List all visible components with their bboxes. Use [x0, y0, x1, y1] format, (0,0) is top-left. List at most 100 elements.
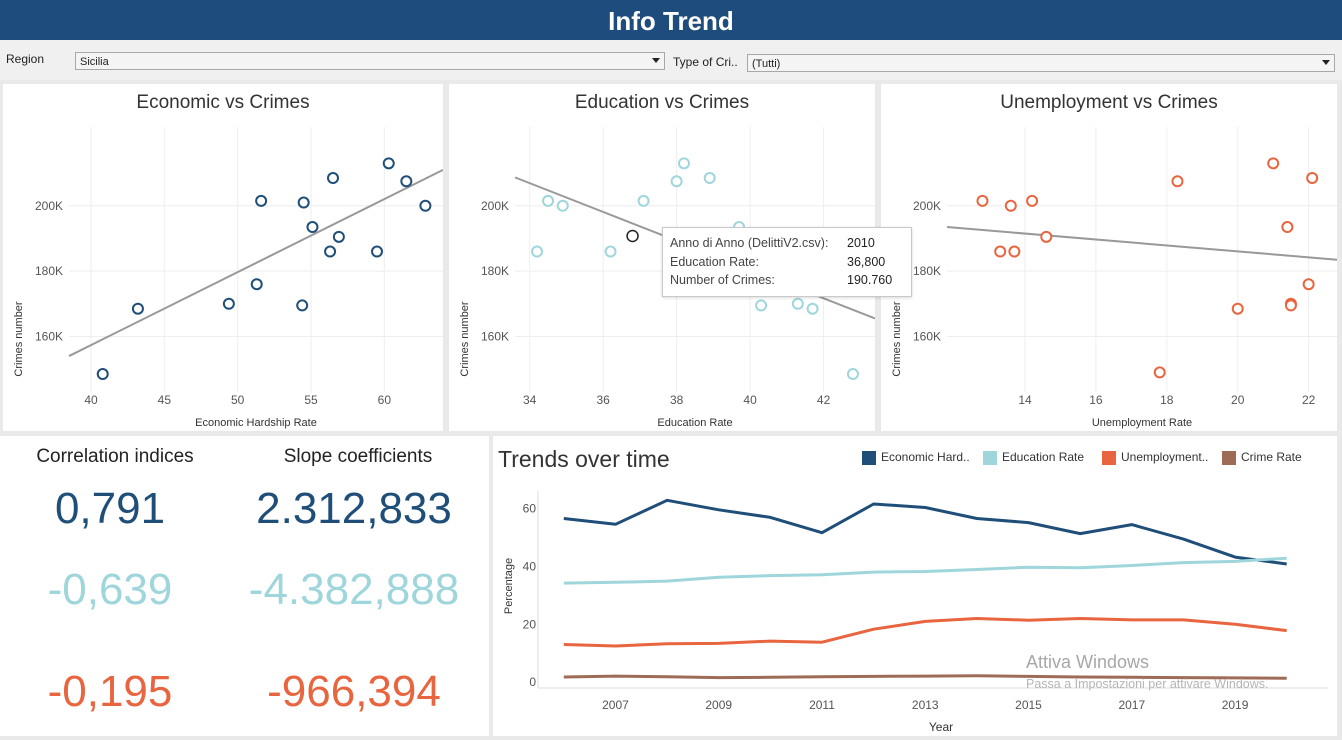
points-group [96, 157, 432, 381]
crime-type-select[interactable]: (Tutti) [747, 54, 1335, 72]
correlation-education-value: -0,639 [47, 565, 173, 614]
data-point [755, 299, 768, 312]
data-point [1040, 230, 1053, 243]
legend-label: Education Rate [1002, 450, 1085, 464]
data-point [1281, 221, 1294, 234]
y-tick-label: 180K [35, 264, 63, 278]
data-point [419, 199, 432, 212]
y-axis-label: Crimes number [13, 301, 25, 377]
x-tick-label: 55 [304, 393, 318, 407]
dashboard-title: Info Trend [0, 0, 1342, 40]
x-axis-label: Education Rate [657, 417, 732, 429]
data-point [703, 172, 716, 185]
x-axis-label: Unemployment Rate [1092, 417, 1192, 429]
trends-line-chart[interactable]: 2007 2009 2011 2013 2015 2017 2019 0 20 40 60 Yea… [493, 436, 1337, 736]
data-point-tooltip: Anno di Anno (DelittiV2.csv): 2010 Educa… [662, 227, 912, 297]
unemployment-scatter-plot[interactable]: 14 16 18 20 22 160K 180K 200K Unemployment Rat… [881, 84, 1337, 431]
legend-swatch [862, 450, 876, 465]
chevron-down-icon[interactable] [1322, 60, 1330, 65]
legend-education[interactable]: Education Rate [983, 450, 1084, 465]
legend-crime-rate[interactable]: Crime Rate [1222, 450, 1302, 465]
tooltip-label: Anno di Anno (DelittiV2.csv): [670, 236, 829, 250]
slope-unemployment-value: -966,394 [267, 667, 441, 716]
unemployment-vs-crimes-panel: Unemployment vs Crimes 14 16 18 20 22 160K 18… [881, 84, 1337, 431]
series-line [563, 556, 1287, 585]
data-point [131, 302, 144, 315]
x-tick-label: 2013 [912, 698, 939, 712]
chevron-down-icon[interactable] [652, 58, 660, 63]
tooltip-value: 190.760 [847, 273, 893, 287]
data-point [542, 194, 555, 207]
y-tick-label: 200K [913, 199, 941, 213]
x-tick-label: 14 [1018, 393, 1032, 407]
trends-panel: Trends over time 2007 2009 2011 2013 2015 201… [493, 436, 1337, 736]
y-tick-label: 60 [523, 501, 537, 515]
economic-scatter-plot[interactable]: 40 45 50 55 60 160K 180K 200K Economic Hardshi… [3, 84, 443, 431]
data-point [255, 194, 268, 207]
x-tick-label: 20 [1231, 393, 1245, 407]
region-select[interactable]: Sicilia [75, 52, 665, 70]
legend-label: Crime Rate [1241, 450, 1302, 464]
y-tick-label: 40 [523, 559, 537, 573]
trend-line [946, 226, 1337, 261]
data-point [327, 172, 339, 185]
x-tick-label: 40 [84, 393, 98, 407]
x-tick-label: 22 [1302, 393, 1316, 407]
y-tick-label: 180K [481, 264, 509, 278]
slope-economic-value: 2.312,833 [256, 484, 452, 533]
series-line [563, 498, 1287, 566]
data-point [637, 194, 650, 207]
y-ticks: 160K 180K 200K [35, 199, 63, 344]
tooltip-label: Number of Crimes: [670, 273, 775, 287]
x-ticks: 2007 2009 2011 2013 2015 2017 2019 [602, 698, 1249, 712]
x-tick-label: 2017 [1118, 698, 1145, 712]
data-point [791, 297, 804, 310]
points-group [531, 157, 859, 381]
y-ticks: 160K 180K 200K [481, 199, 509, 344]
x-tick-label: 34 [523, 393, 537, 407]
x-tick-label: 18 [1160, 393, 1174, 407]
data-point [1153, 366, 1166, 379]
data-point [324, 245, 337, 258]
highlighted-data-point [626, 229, 639, 243]
panel-title: Economic vs Crimes [136, 92, 310, 113]
region-select-value: Sicilia [80, 56, 109, 68]
region-filter-label: Region [6, 52, 45, 66]
tooltip-value: 2010 [847, 236, 875, 250]
y-tick-label: 200K [35, 199, 63, 213]
x-ticks: 40 45 50 55 60 [84, 393, 391, 407]
legend-label: Economic Hard.. [881, 450, 970, 464]
y-tick-label: 160K [35, 329, 63, 343]
legend-swatch [983, 450, 997, 465]
series-lines [563, 498, 1287, 680]
data-point [1284, 299, 1297, 312]
legend-swatch [1222, 450, 1236, 465]
x-tick-label: 50 [231, 393, 245, 407]
y-tick-label: 20 [523, 617, 537, 631]
legend-unemployment[interactable]: Unemployment.. [1102, 450, 1208, 465]
legend-label: Unemployment.. [1121, 450, 1209, 464]
data-point [1171, 175, 1184, 188]
data-point [556, 199, 569, 212]
statistics-panel: Correlation indices Slope coefficients 0… [0, 436, 489, 736]
data-point [677, 157, 690, 170]
legend-economic[interactable]: Economic Hard.. [862, 450, 970, 465]
slope-title: Slope coefficients [283, 446, 433, 467]
x-axis-label: Economic Hardship Rate [195, 417, 317, 429]
data-point [1004, 199, 1017, 212]
y-gridlines [537, 491, 1328, 689]
y-tick-label: 160K [913, 329, 941, 343]
data-point [296, 299, 309, 312]
y-gridlines [69, 205, 443, 337]
windows-activation-hint: Passa a Impostazioni per attivare Window… [1026, 677, 1269, 691]
data-point [1306, 172, 1319, 185]
panel-title: Education vs Crimes [574, 92, 750, 113]
data-point [1267, 157, 1280, 170]
windows-activation-watermark: Attiva Windows [1026, 652, 1150, 672]
data-point [222, 297, 235, 310]
data-point [994, 245, 1007, 258]
tooltip-value: 36,800 [847, 255, 886, 269]
data-point [382, 157, 395, 170]
x-tick-label: 2007 [602, 698, 629, 712]
correlation-unemployment-value: -0,195 [47, 667, 173, 716]
